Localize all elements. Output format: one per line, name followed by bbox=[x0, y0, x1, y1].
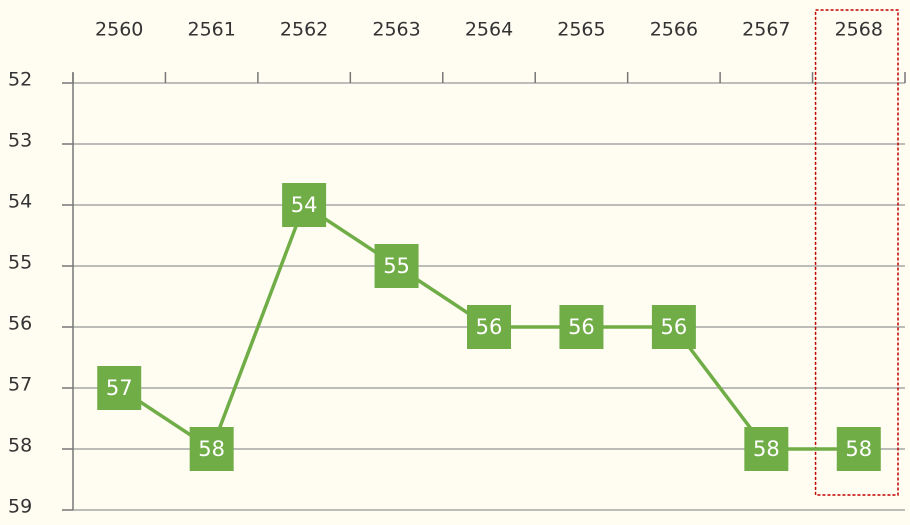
data-label: 58 bbox=[753, 437, 780, 461]
y-tick-label: 53 bbox=[8, 130, 32, 152]
x-tick-label: 2566 bbox=[650, 19, 698, 41]
data-marker bbox=[559, 305, 604, 349]
x-tick-label: 2562 bbox=[280, 19, 328, 41]
x-tick-label: 2567 bbox=[742, 19, 790, 41]
y-tick-label: 59 bbox=[8, 496, 32, 518]
data-marker bbox=[189, 427, 234, 471]
x-tick-label: 2563 bbox=[372, 19, 420, 41]
data-label: 57 bbox=[106, 376, 133, 400]
data-marker bbox=[651, 305, 696, 349]
data-label: 56 bbox=[661, 315, 688, 339]
x-tick-label: 2564 bbox=[465, 19, 513, 41]
data-label: 58 bbox=[845, 437, 872, 461]
y-tick-label: 52 bbox=[8, 69, 32, 91]
x-tick-label: 2565 bbox=[557, 19, 605, 41]
y-tick-label: 56 bbox=[8, 313, 32, 335]
y-tick-label: 58 bbox=[8, 435, 32, 457]
data-marker bbox=[282, 183, 327, 227]
data-marker bbox=[744, 427, 789, 471]
data-label: 56 bbox=[476, 315, 503, 339]
data-label: 56 bbox=[568, 315, 595, 339]
x-tick-label: 2560 bbox=[95, 19, 143, 41]
highlight-box bbox=[814, 9, 899, 496]
y-tick-label: 57 bbox=[8, 374, 32, 396]
data-label: 54 bbox=[291, 193, 318, 217]
data-marker bbox=[374, 244, 419, 288]
x-tick-label: 2568 bbox=[835, 19, 883, 41]
data-marker bbox=[97, 366, 142, 410]
data-label: 58 bbox=[198, 437, 225, 461]
data-label: 55 bbox=[383, 254, 410, 278]
data-marker bbox=[836, 427, 881, 471]
x-tick-label: 2561 bbox=[187, 19, 235, 41]
y-tick-label: 55 bbox=[8, 252, 32, 274]
y-tick-label: 54 bbox=[8, 191, 32, 213]
data-marker bbox=[467, 305, 511, 349]
